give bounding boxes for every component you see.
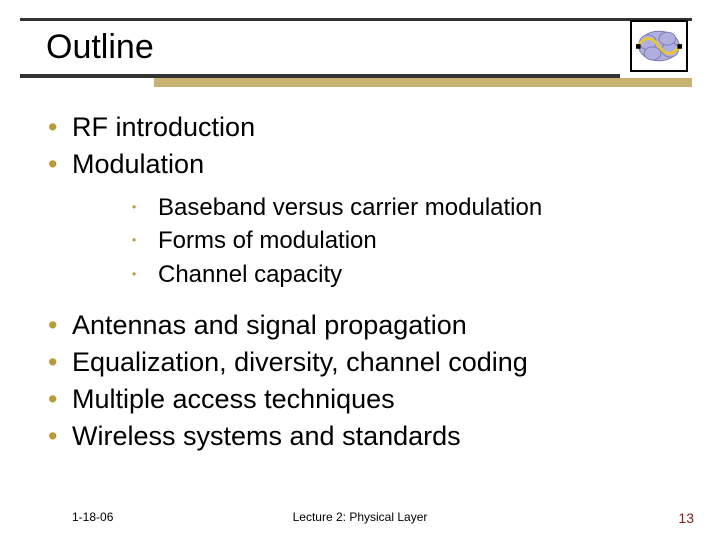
- footer-title: Lecture 2: Physical Layer: [0, 510, 720, 524]
- bullet-lvl1: Modulation: [48, 147, 680, 182]
- page-title: Outline: [46, 28, 154, 67]
- bullet-lvl1: Equalization, diversity, channel coding: [48, 345, 680, 380]
- title-underline-shadow: [154, 78, 692, 87]
- slide-logo-icon: [630, 20, 688, 72]
- slide: Outline RF introduction Modulation Baseb…: [0, 0, 720, 540]
- bullet-lvl2: Baseband versus carrier modulation: [48, 192, 680, 223]
- bullet-lvl2: Channel capacity: [48, 259, 680, 290]
- bullet-lvl1: Antennas and signal propagation: [48, 308, 680, 343]
- content-area: RF introduction Modulation Baseband vers…: [48, 110, 680, 456]
- bullet-lvl1: RF introduction: [48, 110, 680, 145]
- bullet-lvl1: Multiple access techniques: [48, 382, 680, 417]
- page-number: 13: [678, 510, 694, 526]
- top-rule: [20, 18, 692, 21]
- bullet-lvl1: Wireless systems and standards: [48, 419, 680, 454]
- bullet-lvl2: Forms of modulation: [48, 225, 680, 256]
- sub-bullet-group: Baseband versus carrier modulation Forms…: [48, 192, 680, 290]
